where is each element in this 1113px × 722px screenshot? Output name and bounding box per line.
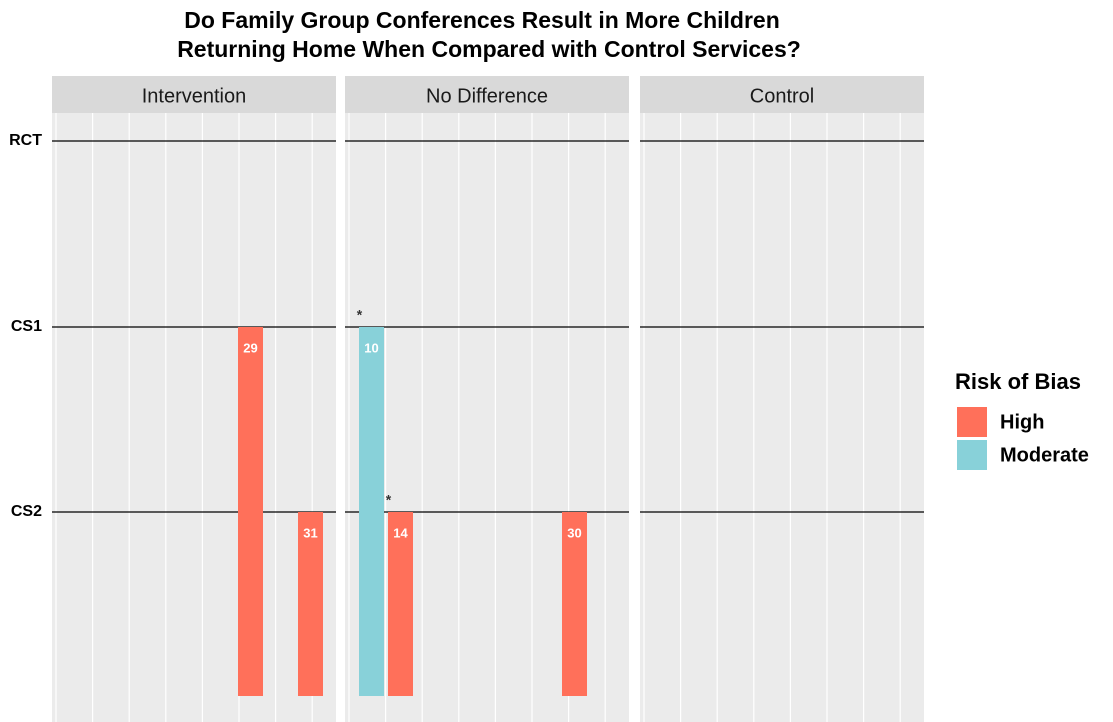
bar-label: 14 [393,525,408,540]
row-label: RCT [9,132,42,149]
legend-title: Risk of Bias [955,369,1081,394]
row-label: CS2 [11,503,42,520]
legend-label: Moderate [1000,444,1089,466]
bar [238,327,263,696]
legend-key [957,407,987,437]
bar [388,512,413,696]
chart-title: Do Family Group Conferences Result in Mo… [184,7,780,33]
strip-label: Control [750,85,814,107]
strip-label: Intervention [142,85,247,107]
strip-label: No Difference [426,85,548,107]
legend-key [957,440,987,470]
bar [298,512,323,696]
bar-note: * [386,492,392,508]
bar [562,512,587,696]
bar-note: * [357,307,363,323]
legend-label: High [1000,411,1044,433]
panel [640,113,924,722]
strip [52,76,336,113]
chart-title: Returning Home When Compared with Contro… [177,36,801,62]
bar [359,327,384,696]
bar-label: 29 [243,340,257,355]
bar-label: 31 [303,525,317,540]
strip [345,76,629,113]
bar-label: 30 [567,525,581,540]
row-label: CS1 [11,318,42,335]
strip [640,76,924,113]
bar-label: 10 [364,340,378,355]
panel [52,113,336,722]
